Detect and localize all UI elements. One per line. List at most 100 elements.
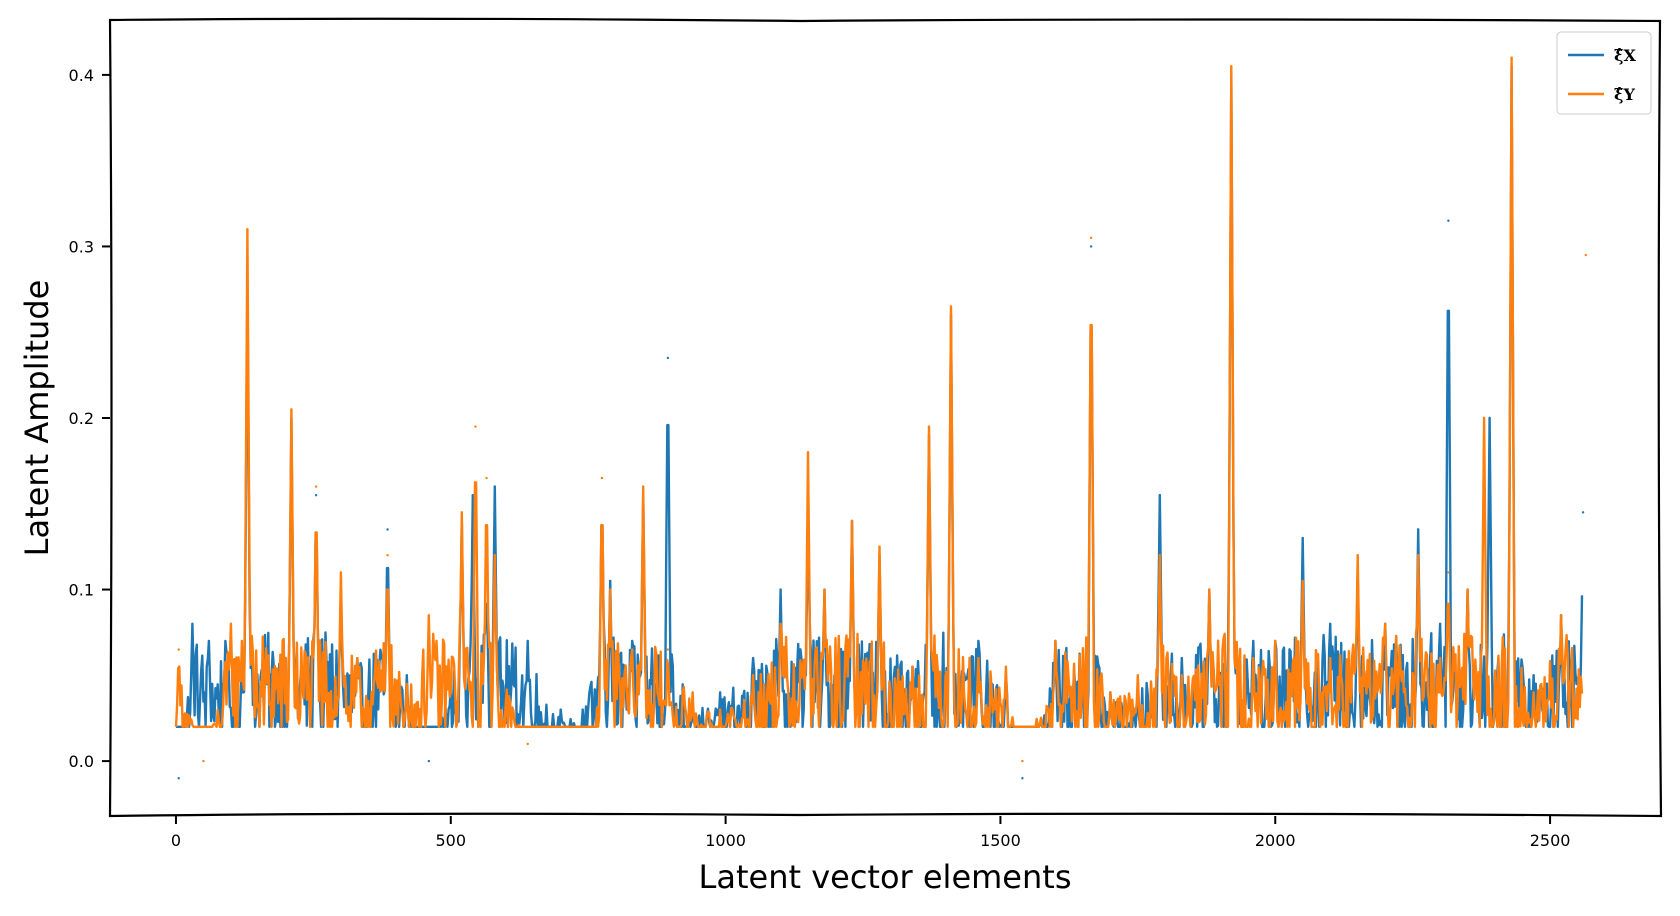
series-peak-point bbox=[405, 682, 409, 686]
x-axis-ticks: 0 500 1000 1500 2000 2500 bbox=[171, 816, 1571, 850]
x-axis-label: Latent vector elements bbox=[699, 858, 1072, 896]
series-peak-point bbox=[1559, 614, 1563, 617]
series-peak-point bbox=[427, 759, 430, 763]
legend-label-x: ξ̂X bbox=[1614, 46, 1636, 65]
series-peak-point bbox=[177, 648, 180, 651]
series-peak-point bbox=[927, 425, 931, 428]
series-peak-point bbox=[630, 639, 634, 643]
series-peak-point bbox=[608, 588, 612, 591]
series-peak-point bbox=[718, 691, 722, 694]
series-peak-point bbox=[1054, 639, 1057, 643]
series-peak-point bbox=[1581, 511, 1585, 514]
series-peak-point bbox=[1447, 219, 1450, 222]
series-peak-point bbox=[290, 408, 293, 411]
y-tick-label: 0.4 bbox=[69, 66, 94, 85]
legend-label-y: ξ̂Y bbox=[1614, 85, 1635, 104]
series-peak-point bbox=[1356, 554, 1359, 557]
x-tick-label: 1000 bbox=[705, 831, 746, 850]
series-peak-point bbox=[779, 588, 782, 591]
series-peak-point bbox=[1383, 622, 1387, 626]
series-peak-point bbox=[1488, 416, 1491, 420]
series-peak-point bbox=[1109, 691, 1112, 694]
series-peak-point bbox=[386, 554, 389, 557]
series-peak-point bbox=[224, 639, 227, 643]
series-peak-point bbox=[314, 485, 318, 488]
series-peak-point bbox=[949, 305, 953, 308]
series-peak-point bbox=[493, 485, 496, 488]
x-tick-label: 2000 bbox=[1255, 831, 1296, 850]
series-peak-point bbox=[1180, 656, 1184, 660]
series-peak-point bbox=[471, 493, 474, 497]
series-peak-point bbox=[339, 571, 343, 574]
series-peak-point bbox=[608, 579, 612, 583]
series-peak-point bbox=[1208, 588, 1211, 591]
series-peak-point bbox=[1416, 554, 1420, 557]
series-peak-point bbox=[1416, 528, 1420, 531]
series-peak-point bbox=[581, 708, 584, 711]
series-peak-point bbox=[474, 425, 477, 428]
series-layer bbox=[174, 56, 1587, 780]
series-peak-point bbox=[246, 228, 249, 231]
series-peak-point bbox=[1252, 639, 1255, 643]
series-peak-point bbox=[600, 476, 604, 480]
y-tick-label: 0.0 bbox=[69, 752, 94, 771]
series-peak-point bbox=[1584, 253, 1587, 257]
y-tick-label: 0.3 bbox=[69, 237, 94, 256]
y-tick-label: 0.1 bbox=[69, 581, 94, 600]
series-peak-point bbox=[977, 639, 980, 643]
series-peak-point bbox=[1274, 639, 1277, 643]
series-peak-point bbox=[823, 588, 826, 591]
series-peak-point bbox=[666, 648, 670, 651]
series-peak-point bbox=[356, 656, 359, 660]
series-line-xi-y bbox=[174, 56, 1584, 728]
x-tick-label: 500 bbox=[436, 831, 467, 850]
series-peak-point bbox=[1089, 245, 1093, 248]
series-peak-point bbox=[718, 708, 722, 711]
legend: ξ̂X ξ̂Y bbox=[1556, 31, 1652, 115]
x-tick-label: 2500 bbox=[1530, 831, 1571, 850]
series-peak-point bbox=[850, 519, 854, 523]
series-peak-point bbox=[666, 356, 670, 360]
series-peak-point bbox=[1158, 554, 1162, 557]
series-peak-point bbox=[1021, 759, 1024, 763]
series-peak-point bbox=[177, 777, 180, 780]
series-peak-point bbox=[977, 656, 980, 660]
series-peak-point bbox=[1482, 416, 1486, 420]
series-peak-point bbox=[592, 725, 595, 728]
series-peak-point bbox=[878, 545, 881, 548]
series-peak-point bbox=[202, 759, 205, 763]
series-peak-point bbox=[1532, 691, 1535, 694]
series-peak-point bbox=[191, 622, 194, 626]
series-peak-point bbox=[1532, 674, 1535, 677]
series-peak-point bbox=[779, 622, 782, 626]
series-peak-point bbox=[751, 674, 755, 677]
series-peak-point bbox=[630, 648, 634, 651]
series-peak-point bbox=[427, 614, 430, 617]
series-peak-point bbox=[1136, 674, 1140, 677]
series-peak-point bbox=[691, 691, 694, 694]
series-peak-point bbox=[493, 554, 496, 557]
series-peak-point bbox=[559, 708, 562, 711]
series-peak-point bbox=[1438, 622, 1442, 626]
plot-frame bbox=[108, 17, 1663, 818]
series-peak-point bbox=[1089, 236, 1093, 240]
series-peak-point bbox=[1510, 56, 1513, 59]
y-axis-ticks: 0.0 0.1 0.2 0.3 0.4 bbox=[69, 66, 110, 771]
y-tick-label: 0.2 bbox=[69, 409, 94, 428]
series-peak-point bbox=[559, 725, 562, 728]
series-peak-point bbox=[1252, 656, 1255, 660]
x-tick-label: 1500 bbox=[980, 831, 1021, 850]
y-axis-label: Latent Amplitude bbox=[18, 280, 56, 557]
series-peak-point bbox=[1447, 571, 1450, 574]
series-peak-point bbox=[1329, 656, 1332, 660]
series-peak-point bbox=[1301, 536, 1304, 540]
series-peak-point bbox=[911, 665, 914, 668]
series-peak-point bbox=[1301, 579, 1304, 583]
series-peak-point bbox=[1180, 674, 1184, 677]
series-peak-point bbox=[806, 451, 810, 454]
series-peak-point bbox=[1004, 665, 1008, 668]
series-peak-point bbox=[314, 493, 318, 497]
series-peak-point bbox=[526, 639, 529, 643]
series-peak-point bbox=[1466, 588, 1469, 591]
